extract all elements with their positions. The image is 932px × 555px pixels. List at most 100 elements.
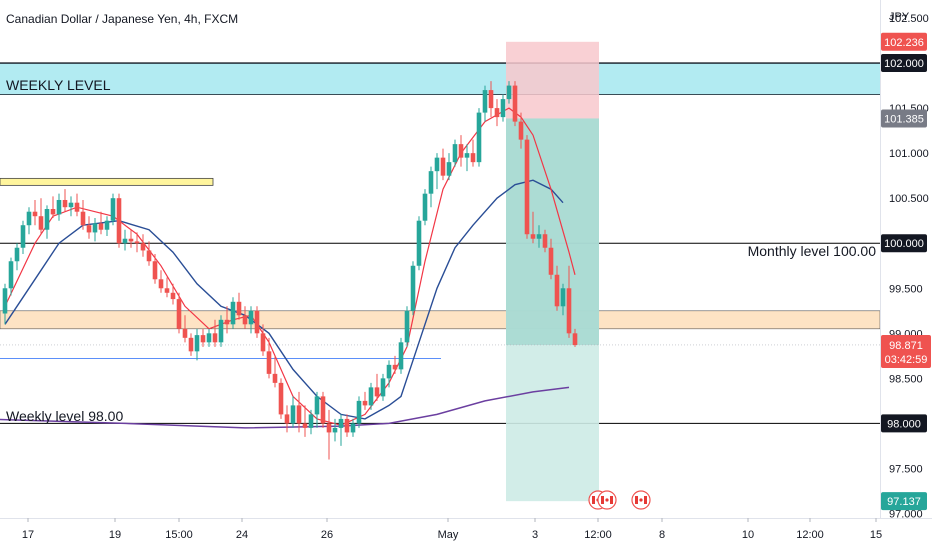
candle: [542, 229, 548, 253]
candle-body: [464, 153, 470, 158]
candle-body: [536, 234, 542, 239]
zones-layer: [0, 41, 881, 502]
price-tag: 100.000: [881, 234, 927, 253]
candle: [68, 196, 74, 217]
highlight-bar[interactable]: [0, 177, 214, 186]
time-tick-label: 12:00: [584, 529, 612, 541]
candle: [428, 166, 434, 208]
candle-body: [62, 199, 68, 208]
candle-body: [362, 400, 368, 406]
candle-body: [476, 112, 482, 163]
candle: [86, 216, 92, 239]
time-tick-label: 3: [532, 529, 538, 541]
price-tag: 97.137: [881, 492, 927, 511]
candle-body: [224, 319, 230, 325]
candle-body: [122, 238, 128, 244]
position-progress-zone: [506, 118, 599, 345]
candle-body: [332, 427, 338, 433]
candle: [464, 144, 470, 172]
candle-body: [560, 288, 566, 307]
candle-body: [236, 301, 242, 316]
time-tick-label: 15: [870, 529, 882, 541]
candle-body: [344, 418, 350, 433]
candle: [92, 218, 98, 242]
candle: [470, 139, 476, 167]
ema-fast-line: [4, 107, 576, 426]
candle-body: [254, 310, 260, 334]
candle-body: [146, 250, 152, 262]
candle: [374, 373, 380, 401]
candle: [362, 391, 368, 410]
candle: [230, 297, 236, 329]
currency-label: JPY: [889, 11, 910, 23]
candle: [350, 418, 356, 437]
candle-body: [488, 90, 494, 109]
price-tag-label: 97.137: [887, 496, 921, 508]
candle: [572, 328, 578, 347]
price-tick-label: 97.500: [889, 463, 923, 475]
candle-body: [44, 209, 50, 230]
time-tick-label: 12:00: [796, 529, 824, 541]
flag-bar-left: [635, 496, 638, 504]
candle-body: [128, 238, 134, 242]
time-tick-label: 26: [321, 529, 333, 541]
candle: [38, 198, 44, 235]
candle-body: [200, 335, 206, 343]
canada-flag-icon[interactable]: [631, 490, 651, 510]
time-tick-label: 10: [742, 529, 754, 541]
candle-body: [278, 382, 284, 415]
candle-body: [218, 319, 224, 343]
candle-body: [368, 387, 374, 406]
price-tag-bg: [881, 32, 927, 51]
price-tag: 102.000: [881, 54, 927, 73]
canada-flag-icon[interactable]: [597, 490, 617, 510]
time-tick-label: 15:00: [165, 529, 193, 541]
candle-body: [494, 108, 500, 118]
candle-body: [134, 241, 140, 244]
candle-body: [230, 301, 236, 325]
price-tick-label: 102.500: [889, 13, 929, 25]
candle-body: [512, 85, 518, 122]
candle: [128, 229, 134, 248]
candle: [8, 257, 14, 296]
time-axis[interactable]: 17 19 15:00 24 26 May 3 12:00 8 10 12:00 15: [22, 518, 882, 541]
time-tick-label: May: [438, 529, 459, 541]
candle: [494, 99, 500, 127]
candle: [152, 254, 158, 284]
last-price-tag[interactable]: 98.871 03:42:59: [881, 334, 931, 368]
candle: [56, 193, 62, 221]
candle: [140, 234, 146, 257]
candle-body: [548, 247, 554, 275]
candle-body: [170, 292, 176, 300]
price-axis[interactable]: JPY 102.500101.500101.000100.50099.50099…: [889, 11, 929, 520]
candle-body: [446, 162, 452, 176]
candle-body: [26, 211, 32, 226]
candle-body: [86, 225, 92, 233]
support-zone[interactable]: [0, 310, 881, 330]
candle-body: [116, 198, 122, 244]
candle-body: [266, 351, 272, 374]
candle-body: [242, 315, 248, 325]
candle: [248, 306, 254, 334]
candle: [260, 324, 266, 356]
candle-body: [20, 225, 26, 248]
candle: [182, 315, 188, 343]
candle: [566, 265, 572, 338]
weekly-level-label: WEEKLY LEVEL: [6, 77, 111, 93]
candle-body: [380, 378, 386, 397]
candle: [302, 405, 308, 437]
last-price-tag-bg: [881, 334, 931, 368]
price-tag-bg: [881, 234, 927, 253]
candle: [74, 193, 80, 217]
candle-body: [176, 299, 182, 329]
candle: [236, 292, 242, 320]
candle-body: [14, 247, 20, 262]
candle-body: [458, 144, 464, 158]
candle: [410, 261, 416, 316]
candle: [176, 292, 182, 334]
weekly-level-zone[interactable]: [0, 63, 880, 95]
position-stop-zone[interactable]: [506, 41, 599, 119]
candle: [314, 391, 320, 428]
weekly-level-98-label: Weekly level 98.00: [6, 408, 123, 424]
